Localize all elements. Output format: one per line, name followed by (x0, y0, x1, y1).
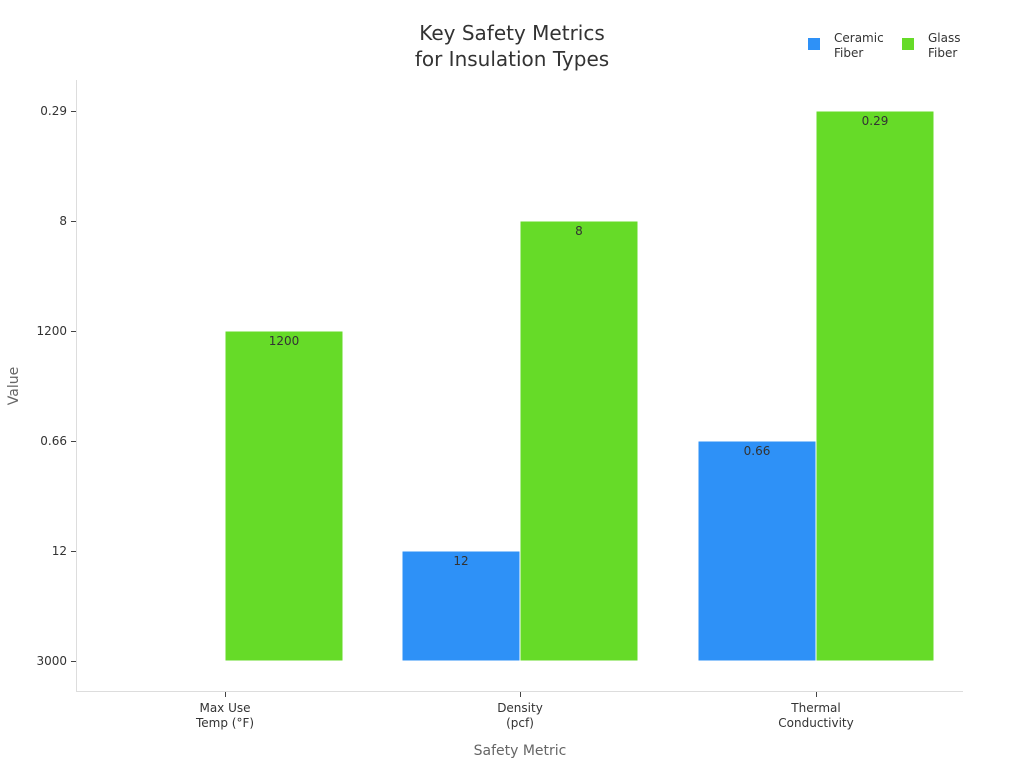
x-axis-label: Safety Metric (474, 743, 567, 759)
x-tick-label: Max Use (199, 701, 250, 715)
bar-value-label: 12 (453, 554, 468, 568)
y-axis-label: Value (6, 367, 22, 405)
x-tick-label: Thermal (790, 701, 840, 715)
legend: Ceramic Fiber Glass Fiber (808, 31, 961, 60)
y-tick-label: 12 (52, 544, 67, 558)
legend-label-glass-fiber-2: Fiber (928, 46, 957, 60)
legend-swatch-ceramic-fiber (808, 38, 820, 50)
bars: 12 0.66 1200 8 0.29 (224, 110, 935, 662)
y-tick-label: 1200 (36, 324, 67, 338)
chart-title-line-1: Key Safety Metrics (419, 21, 605, 45)
legend-label-ceramic-fiber-1: Ceramic (834, 31, 884, 45)
bar-value-label: 1200 (269, 334, 300, 348)
y-tick-label: 0.29 (40, 104, 67, 118)
bar-ceramic-fiber (401, 550, 521, 662)
legend-label-glass-fiber-1: Glass (928, 31, 961, 45)
y-ticks: 3000 12 0.66 1200 8 0.29 (36, 104, 76, 668)
x-tick-label: Temp (°F) (195, 716, 254, 730)
y-tick-label: 8 (59, 214, 67, 228)
bar-ceramic-fiber (697, 440, 817, 662)
x-tick-label: Density (497, 701, 543, 715)
bar-value-label: 0.29 (862, 114, 889, 128)
bar-value-label: 8 (575, 224, 583, 238)
x-tick-label: Conductivity (778, 716, 853, 730)
bar-glass-fiber (224, 330, 344, 662)
x-tick-label: (pcf) (506, 716, 534, 730)
y-tick-label: 3000 (36, 654, 67, 668)
bar-glass-fiber (519, 220, 639, 662)
legend-label-ceramic-fiber-2: Fiber (834, 46, 863, 60)
chart-title-line-2: for Insulation Types (415, 47, 609, 71)
bar-value-label: 0.66 (744, 444, 771, 458)
y-tick-label: 0.66 (40, 434, 67, 448)
bar-glass-fiber (815, 110, 935, 662)
legend-swatch-glass-fiber (902, 38, 914, 50)
